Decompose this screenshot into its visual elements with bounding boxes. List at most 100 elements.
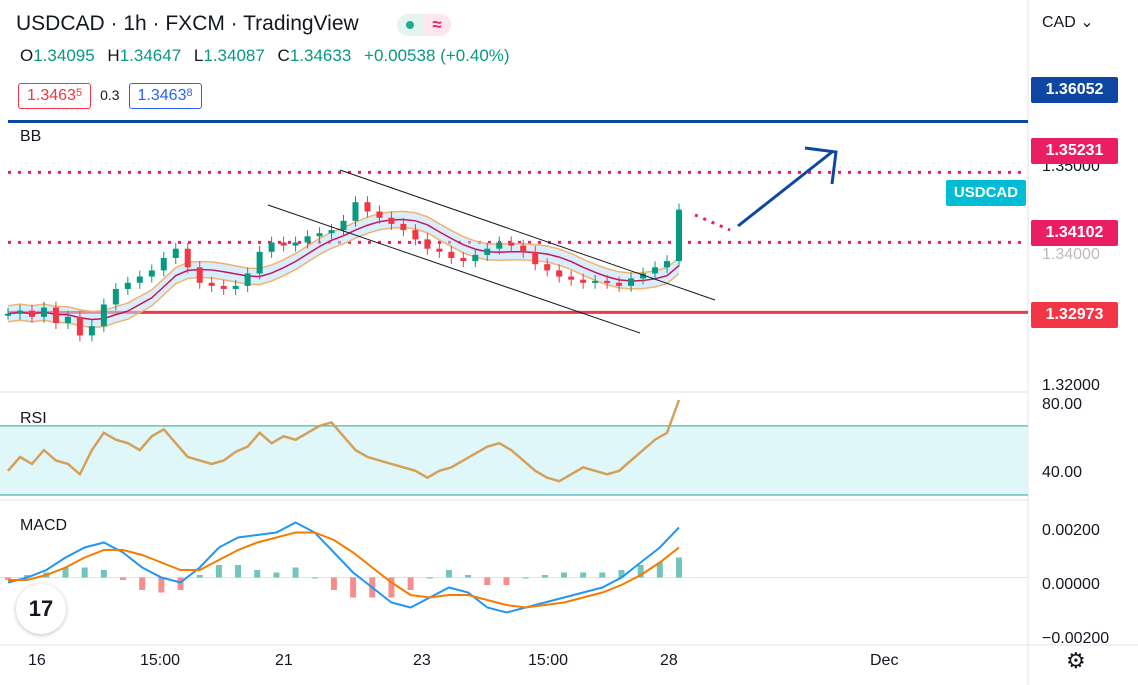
candle-body [628, 278, 635, 286]
time-tick: 21 [275, 652, 293, 669]
macd-histogram-bar [120, 577, 127, 580]
macd-histogram-bar [599, 572, 606, 578]
candle-body [496, 242, 503, 249]
candle-body [112, 288, 119, 305]
candle-body [592, 280, 599, 283]
close-label: C [277, 46, 290, 65]
macd-histogram-bar [177, 577, 184, 590]
candle-body [316, 233, 323, 237]
candle-body [5, 313, 11, 316]
macd-histogram-bar [330, 577, 337, 590]
macd-histogram-bar [445, 570, 452, 578]
candle-body [652, 267, 659, 274]
macd-histogram-bar [273, 572, 280, 578]
currency-selector[interactable]: CAD ⌄ [1042, 14, 1094, 31]
candle-body [88, 326, 95, 336]
macd-histogram-bar [62, 567, 69, 578]
candle-body [328, 230, 335, 234]
bb-indicator-label[interactable]: BB [20, 128, 42, 145]
price-tick: 1.32000 [1042, 377, 1100, 394]
macd-histogram-bar [196, 575, 203, 578]
price-tag-target[interactable]: 1.35231 [1031, 138, 1118, 164]
macd-histogram-bar [656, 562, 663, 578]
candle-body [532, 251, 539, 265]
chart-title: USDCAD · 1h · FXCM · TradingView [16, 12, 359, 35]
candle-body [52, 307, 59, 324]
gear-icon[interactable]: ⚙ [1066, 648, 1086, 673]
macd-histogram-bar [676, 557, 682, 578]
time-tick: 23 [413, 652, 431, 669]
time-tick: Dec [870, 652, 899, 669]
candle-body [364, 202, 371, 212]
candle-body [100, 304, 107, 327]
close-value: 1.34633 [289, 46, 352, 65]
candle-body [568, 276, 575, 280]
macd-histogram-bar [618, 570, 625, 578]
macd-histogram-bar [215, 565, 222, 578]
channel-upper-line [339, 169, 716, 301]
high-value: 1.34647 [119, 46, 182, 65]
candle-body [196, 267, 203, 283]
price-tag-support[interactable]: 1.32973 [1031, 302, 1118, 328]
candle-body [220, 285, 227, 289]
price-tick: 1.34000 [1042, 246, 1100, 263]
buy-price: 1.3463 [137, 87, 187, 104]
sell-button[interactable]: 1.34635 [18, 83, 92, 109]
candle-body [508, 242, 515, 246]
candle-body [304, 236, 311, 243]
candle-body [556, 270, 563, 277]
rsi-indicator-label[interactable]: RSI [20, 410, 47, 427]
sell-price-pip: 5 [75, 87, 83, 99]
candle-body [268, 242, 275, 252]
rsi-line [7, 399, 681, 483]
candle-body [280, 242, 287, 246]
macd-histogram-bar [541, 575, 548, 578]
candle-body [640, 273, 647, 279]
macd-histogram-bar [407, 577, 414, 590]
candle-body [424, 239, 431, 249]
high-label: H [107, 46, 120, 65]
candle-body [28, 310, 35, 317]
low-value: 1.34087 [203, 46, 265, 65]
price-tag-breakout[interactable]: 1.34102 [1031, 220, 1118, 246]
candle-body [472, 254, 479, 262]
tradingview-logo-icon[interactable]: 17 [16, 584, 66, 634]
macd-tick: 0.00000 [1042, 576, 1100, 593]
candle-body [292, 242, 299, 246]
market-status-icon[interactable] [397, 14, 423, 36]
target-arrow-shaft [737, 150, 833, 228]
macd-histogram-bar [522, 577, 529, 579]
macd-histogram-bar [388, 577, 395, 598]
macd-tick: 0.00200 [1042, 522, 1100, 539]
candle-body [136, 276, 143, 283]
candle-body [436, 248, 443, 252]
projection-dotted [694, 213, 731, 232]
macd-histogram-bar [560, 572, 567, 578]
time-tick: 28 [660, 652, 678, 669]
macd-histogram-bar [465, 575, 472, 578]
macd-histogram-bar [426, 577, 433, 579]
symbol-price-tag: USDCAD [946, 180, 1026, 206]
candle-body [76, 316, 83, 336]
candle-body [184, 248, 191, 268]
rsi-tick: 80.00 [1042, 396, 1083, 413]
candle-body [604, 280, 611, 283]
candle-body [376, 211, 383, 218]
macd-histogram-bar [100, 570, 107, 578]
macd-histogram-bar [24, 575, 31, 578]
macd-indicator-label[interactable]: MACD [20, 517, 68, 534]
candle-body [340, 220, 347, 231]
trade-buttons: 1.34635 0.3 1.34638 [18, 83, 202, 109]
candle-body [544, 264, 551, 271]
candle-body [580, 279, 587, 283]
macd-signal-line [8, 531, 680, 609]
price-tag-resistance[interactable]: 1.36052 [1031, 77, 1118, 103]
buy-button[interactable]: 1.34638 [128, 83, 202, 109]
candle-body [484, 248, 491, 255]
time-tick: 15:00 [140, 652, 181, 669]
macd-histogram-bar [5, 577, 11, 580]
wave-icon[interactable]: ≈ [423, 14, 451, 36]
candle-body [676, 209, 682, 262]
